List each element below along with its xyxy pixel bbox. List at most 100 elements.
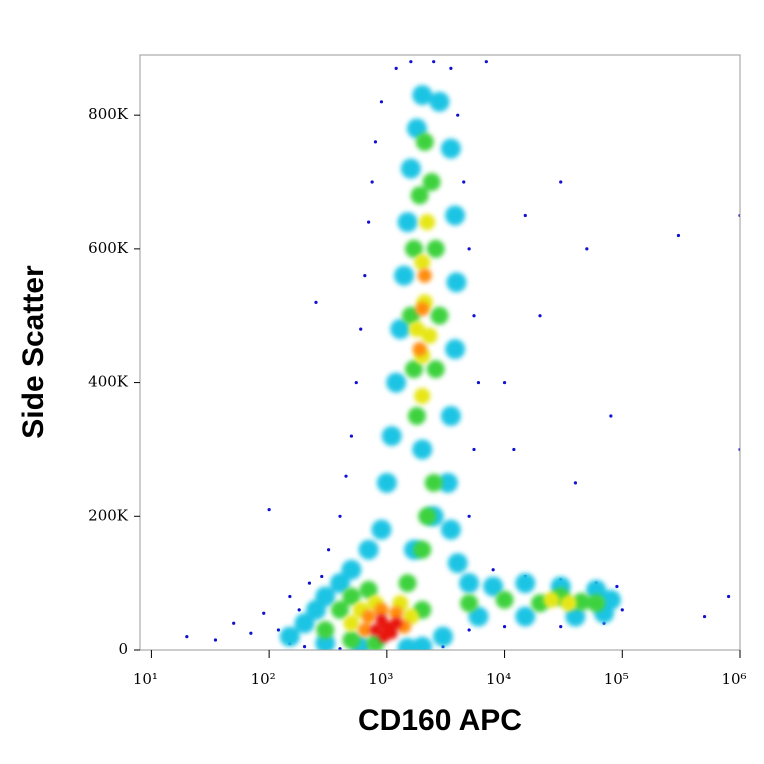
point xyxy=(359,327,363,331)
point xyxy=(359,580,378,599)
plot-points xyxy=(185,60,740,650)
point xyxy=(726,594,731,599)
point xyxy=(421,327,438,344)
point xyxy=(314,300,318,304)
point xyxy=(354,380,358,385)
point xyxy=(483,576,504,597)
point xyxy=(440,519,461,540)
plot-frame xyxy=(139,54,741,651)
point xyxy=(412,439,433,460)
point xyxy=(297,608,301,612)
point xyxy=(302,645,307,649)
point xyxy=(559,625,563,629)
point xyxy=(422,173,441,192)
point xyxy=(445,205,466,226)
point xyxy=(585,247,589,251)
point xyxy=(502,625,507,629)
point xyxy=(358,539,379,560)
point xyxy=(467,247,471,251)
point xyxy=(415,302,430,317)
point xyxy=(316,620,335,639)
point xyxy=(381,426,402,447)
point xyxy=(367,220,371,224)
density-level xyxy=(279,85,621,650)
point xyxy=(361,609,376,624)
point xyxy=(484,60,488,64)
point xyxy=(424,473,443,492)
point xyxy=(397,212,418,233)
point xyxy=(294,613,315,634)
point xyxy=(363,274,367,278)
point xyxy=(374,602,389,617)
point xyxy=(412,342,427,357)
point xyxy=(676,233,681,238)
point xyxy=(491,568,495,572)
point xyxy=(495,590,514,609)
point xyxy=(373,140,378,144)
point xyxy=(476,380,481,385)
point xyxy=(433,626,454,647)
point xyxy=(417,268,432,283)
point xyxy=(371,519,392,540)
point xyxy=(523,213,527,218)
y-axis-title: Side Scatter xyxy=(17,265,50,439)
x-axis-title: CD160 APC xyxy=(358,704,522,737)
point xyxy=(307,581,312,585)
point xyxy=(349,434,354,438)
point xyxy=(456,113,460,117)
y-tick-label: 800K xyxy=(88,105,129,123)
density-level xyxy=(316,132,606,650)
point xyxy=(397,637,418,650)
point xyxy=(515,573,536,594)
point xyxy=(338,647,342,650)
point xyxy=(213,638,218,642)
point xyxy=(702,614,707,619)
y-tick-label: 0 xyxy=(118,640,128,658)
point xyxy=(326,548,331,552)
point xyxy=(429,91,450,112)
point xyxy=(515,606,536,627)
point xyxy=(315,586,336,607)
point xyxy=(472,447,476,452)
point xyxy=(502,380,507,385)
point xyxy=(426,360,445,379)
point xyxy=(394,265,415,286)
point xyxy=(467,628,471,632)
point xyxy=(390,617,403,630)
point xyxy=(459,573,480,594)
point xyxy=(331,600,349,619)
point xyxy=(386,372,407,393)
point xyxy=(390,319,411,340)
point xyxy=(432,60,436,64)
point xyxy=(565,606,586,627)
point xyxy=(185,635,189,639)
point xyxy=(449,66,453,70)
density-level xyxy=(369,613,403,643)
point xyxy=(404,239,423,258)
y-tick-label: 600K xyxy=(88,239,129,257)
point xyxy=(472,314,476,318)
point xyxy=(330,573,350,594)
point xyxy=(446,272,467,293)
point xyxy=(315,633,336,650)
point xyxy=(447,553,468,574)
point xyxy=(445,339,466,360)
point xyxy=(419,214,436,231)
point xyxy=(398,574,417,593)
point xyxy=(615,584,619,589)
point xyxy=(609,414,613,418)
point xyxy=(409,60,413,64)
x-tick-label: 10² xyxy=(251,670,276,688)
point xyxy=(440,138,461,159)
point xyxy=(357,622,372,637)
point xyxy=(342,587,361,606)
x-tick-label: 10⁶ xyxy=(721,670,746,688)
point xyxy=(573,481,578,485)
point xyxy=(407,407,426,426)
point xyxy=(512,447,516,452)
point xyxy=(543,591,560,608)
y-tick-label: 400K xyxy=(88,373,129,391)
point xyxy=(249,631,253,635)
density-level xyxy=(185,60,740,650)
